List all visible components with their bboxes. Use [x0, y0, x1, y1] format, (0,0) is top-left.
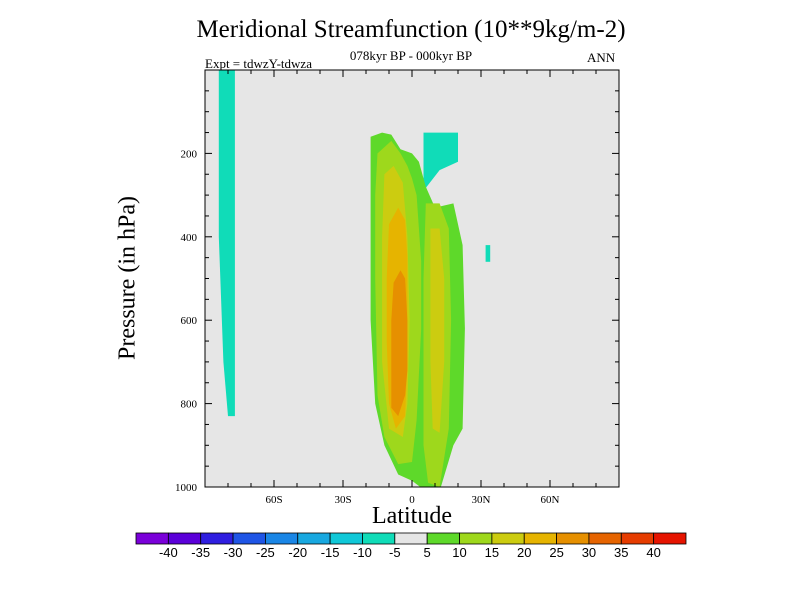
contour-region-0-1 [423, 132, 458, 191]
colorbar-label: -30 [224, 545, 243, 560]
colorbar-label: 5 [424, 545, 431, 560]
x-tick-label: 30S [334, 494, 351, 506]
colorbar-label: -35 [191, 545, 210, 560]
colorbar-label: -40 [159, 545, 178, 560]
contour-fills [218, 70, 491, 487]
colorbar-label: -15 [321, 545, 340, 560]
x-tick-label: 0 [409, 494, 415, 506]
colorbar-label: -20 [288, 545, 307, 560]
x-tick-label: 60N [541, 494, 560, 506]
axes: 60S 30S 0 30N 60N 200 400 600 800 1000 [175, 69, 620, 506]
colorbar-box [426, 532, 460, 545]
x-tick-label: 60S [265, 494, 282, 506]
colorbar-box [265, 532, 299, 545]
colorbar-label: -10 [353, 545, 372, 560]
colorbar-box [491, 532, 525, 545]
plot-area [205, 70, 619, 487]
colorbar-box [362, 532, 396, 545]
colorbar-label: 20 [517, 545, 531, 560]
season-label: ANN [587, 50, 616, 65]
colorbar-label: 10 [452, 545, 466, 560]
colorbar-label: 25 [549, 545, 563, 560]
contour-region-0-0 [218, 70, 235, 417]
y-tick-label: 400 [181, 232, 198, 244]
contour-region-3-1 [430, 228, 445, 433]
colorbar-box [200, 532, 234, 545]
colorbar-box [459, 532, 493, 545]
colorbar-box [588, 532, 622, 545]
colorbar-label: 30 [582, 545, 596, 560]
y-tick-label: 200 [181, 148, 198, 160]
colorbar-label: 35 [614, 545, 628, 560]
colorbar-box [329, 532, 363, 545]
chart-title: Meridional Streamfunction (10**9kg/m-2) [196, 16, 626, 43]
colorbar-box [232, 532, 266, 545]
colorbar-box [297, 532, 331, 545]
colorbar-box [135, 532, 169, 545]
colorbar-box [653, 532, 687, 545]
colorbar: -40 -35 -30 -25 -20 -15 -10 -5 5 10 15 20 25 30 35 40 [135, 532, 687, 560]
colorbar-label: 40 [646, 545, 660, 560]
x-tick-label: 30N [472, 494, 491, 506]
contour-region-5-0 [391, 270, 408, 417]
y-tick-label: 600 [181, 315, 198, 327]
colorbar-box [523, 532, 557, 545]
y-tick-label: 1000 [175, 482, 198, 494]
x-axis-label: Latitude [372, 503, 452, 529]
colorbar-box [556, 532, 590, 545]
chart-subtitle: 078kyr BP - 000kyr BP [349, 48, 473, 63]
colorbar-box [620, 532, 655, 545]
contour-region-0-2 [485, 245, 491, 262]
colorbar-label: 15 [485, 545, 499, 560]
experiment-label: Expt = tdwzY-tdwza [205, 56, 312, 71]
colorbar-label: -25 [256, 545, 275, 560]
y-tick-label: 800 [181, 399, 198, 411]
colorbar-label: -5 [389, 545, 401, 560]
colorbar-box [394, 532, 428, 545]
colorbar-box [167, 532, 202, 545]
